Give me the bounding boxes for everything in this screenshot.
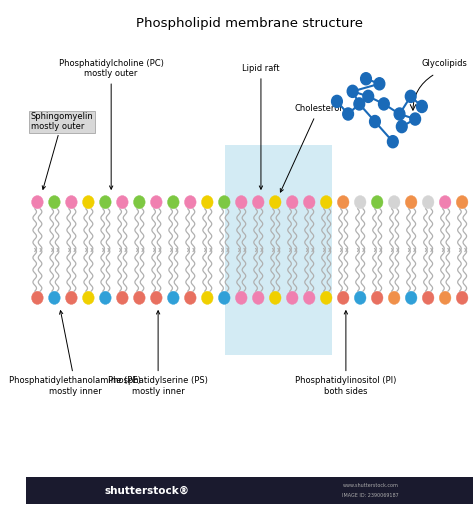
Circle shape: [347, 85, 358, 97]
Circle shape: [337, 195, 349, 209]
Circle shape: [405, 195, 417, 209]
Circle shape: [396, 121, 407, 133]
Circle shape: [343, 108, 354, 120]
Circle shape: [388, 291, 400, 305]
Circle shape: [184, 291, 196, 305]
Circle shape: [371, 195, 383, 209]
Circle shape: [117, 291, 128, 305]
Text: Phospholipid membrane structure: Phospholipid membrane structure: [136, 17, 363, 30]
Circle shape: [355, 195, 366, 209]
Circle shape: [405, 291, 417, 305]
Circle shape: [48, 291, 60, 305]
Circle shape: [320, 291, 332, 305]
Circle shape: [32, 195, 43, 209]
Text: IMAGE ID: 2390069187: IMAGE ID: 2390069187: [342, 493, 399, 498]
Circle shape: [422, 291, 434, 305]
Circle shape: [303, 195, 315, 209]
Circle shape: [439, 291, 451, 305]
Circle shape: [405, 90, 416, 103]
Text: Phosphatidylethanolamine (PE)
mostly inner: Phosphatidylethanolamine (PE) mostly inn…: [9, 311, 141, 395]
Circle shape: [370, 116, 380, 128]
Circle shape: [286, 291, 298, 305]
Circle shape: [456, 195, 468, 209]
Circle shape: [82, 195, 94, 209]
Circle shape: [201, 291, 213, 305]
Circle shape: [167, 195, 179, 209]
Circle shape: [134, 195, 145, 209]
Bar: [225, 145, 332, 355]
Text: shutterstock®: shutterstock®: [104, 486, 190, 496]
Circle shape: [219, 195, 230, 209]
Circle shape: [355, 291, 366, 305]
Circle shape: [422, 195, 434, 209]
Circle shape: [184, 195, 196, 209]
Circle shape: [151, 195, 162, 209]
Text: Phosphatidylinositol (PI)
both sides: Phosphatidylinositol (PI) both sides: [295, 311, 397, 395]
Circle shape: [394, 108, 405, 120]
Circle shape: [100, 195, 111, 209]
Text: www.shutterstock.com: www.shutterstock.com: [343, 483, 399, 488]
Circle shape: [456, 291, 468, 305]
Circle shape: [410, 113, 420, 125]
Circle shape: [286, 195, 298, 209]
Circle shape: [219, 291, 230, 305]
Circle shape: [269, 291, 281, 305]
Bar: [26, 477, 474, 504]
Circle shape: [388, 195, 400, 209]
Text: Phosphatidylcholine (PC)
mostly outer: Phosphatidylcholine (PC) mostly outer: [59, 59, 164, 189]
Circle shape: [387, 136, 398, 148]
Circle shape: [371, 291, 383, 305]
Circle shape: [236, 195, 247, 209]
Circle shape: [303, 291, 315, 305]
Circle shape: [100, 291, 111, 305]
Circle shape: [379, 98, 389, 110]
Circle shape: [417, 100, 427, 113]
Circle shape: [320, 195, 332, 209]
Circle shape: [439, 195, 451, 209]
Text: Cholesterol: Cholesterol: [280, 105, 342, 192]
Circle shape: [167, 291, 179, 305]
Text: Glycolipids: Glycolipids: [421, 59, 467, 68]
Circle shape: [201, 195, 213, 209]
Text: Lipid raft: Lipid raft: [242, 64, 280, 189]
Circle shape: [236, 291, 247, 305]
Circle shape: [332, 95, 342, 108]
Circle shape: [65, 291, 77, 305]
Circle shape: [48, 195, 60, 209]
Circle shape: [65, 195, 77, 209]
Circle shape: [151, 291, 162, 305]
Circle shape: [134, 291, 145, 305]
Circle shape: [253, 195, 264, 209]
Circle shape: [363, 90, 374, 103]
Circle shape: [253, 291, 264, 305]
Circle shape: [82, 291, 94, 305]
Circle shape: [374, 78, 385, 90]
Circle shape: [32, 291, 43, 305]
Circle shape: [354, 98, 365, 110]
Text: Sphingomyelin
mostly outer: Sphingomyelin mostly outer: [31, 112, 93, 189]
Circle shape: [117, 195, 128, 209]
Circle shape: [269, 195, 281, 209]
Circle shape: [337, 291, 349, 305]
Text: Phosphatidylserine (PS)
mostly inner: Phosphatidylserine (PS) mostly inner: [108, 311, 208, 395]
Circle shape: [361, 73, 371, 85]
